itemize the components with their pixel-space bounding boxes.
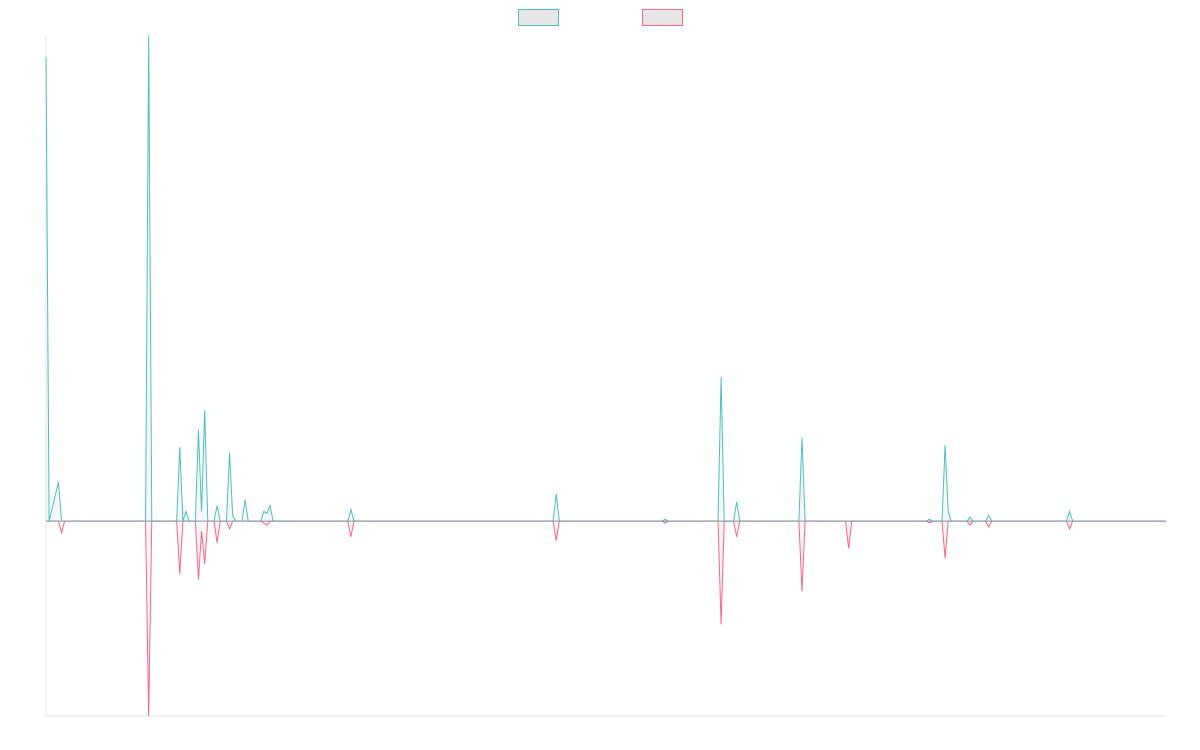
chart-legend bbox=[518, 9, 683, 26]
series-2-area bbox=[46, 521, 1166, 716]
legend-swatch-1 bbox=[518, 9, 559, 26]
legend-item-2[interactable] bbox=[642, 9, 683, 26]
plot-area bbox=[45, 35, 1166, 717]
series-1-line bbox=[45, 35, 1166, 522]
series-1-area bbox=[46, 36, 1166, 522]
legend-item-1[interactable] bbox=[518, 9, 559, 26]
legend-swatch-2 bbox=[642, 9, 683, 26]
chart-axes bbox=[45, 36, 1166, 717]
series-2-line bbox=[46, 520, 1166, 717]
